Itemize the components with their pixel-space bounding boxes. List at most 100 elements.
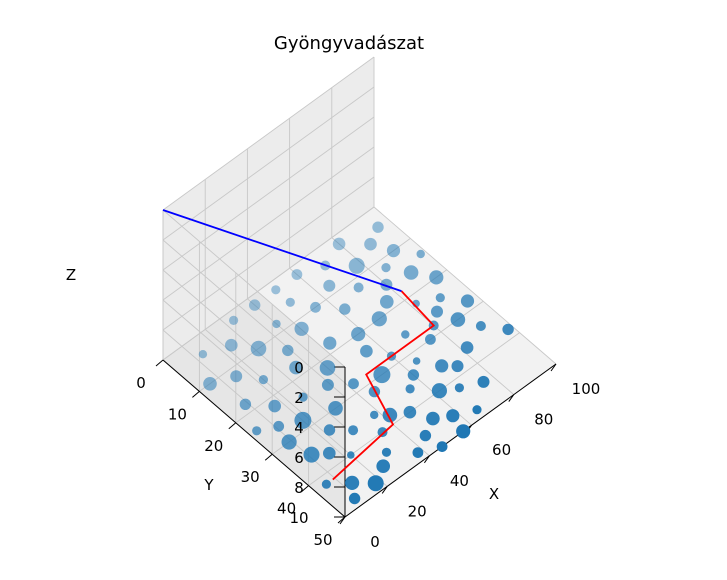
scatter-point <box>321 378 334 391</box>
scatter-point <box>323 446 336 460</box>
scatter-point <box>446 409 460 423</box>
z-tick-label: 0 <box>294 359 304 377</box>
scatter-point <box>502 323 514 336</box>
scatter-point <box>268 399 282 413</box>
y-tick-mark <box>192 391 200 398</box>
scatter-point <box>360 344 373 358</box>
x-tick-label: 80 <box>534 411 553 429</box>
grid-line-y <box>235 269 448 424</box>
scatter-point <box>339 303 351 315</box>
y-tick-mark <box>301 485 309 492</box>
scatter-point <box>372 221 384 233</box>
scatter-point <box>294 411 312 429</box>
scatter-point <box>281 434 297 450</box>
scatter-point <box>250 340 267 357</box>
scatter-point <box>321 479 331 489</box>
x-tick-mark <box>508 394 515 402</box>
grid-line-z <box>162 86 375 241</box>
scatter-point <box>381 447 392 457</box>
scatter-point <box>460 294 475 308</box>
scatter-point <box>198 350 208 359</box>
grid-line-z <box>162 56 375 211</box>
x-tick-label: 40 <box>450 472 469 490</box>
x-tick-mark <box>381 486 388 494</box>
scatter-point <box>377 427 388 438</box>
blue-line <box>162 209 402 292</box>
scatter-point <box>229 315 239 325</box>
scatter-point <box>407 369 420 381</box>
scatter-point <box>273 420 285 432</box>
scatter-point <box>405 384 415 394</box>
z-tick-label: 10 <box>289 509 308 527</box>
scatter-point <box>419 429 432 442</box>
y-tick-mark <box>337 516 346 524</box>
scatter-point <box>416 249 425 259</box>
scatter-point <box>456 424 471 439</box>
scatter-point <box>249 299 261 311</box>
scatter-point <box>371 311 387 327</box>
scatter-point <box>386 244 401 258</box>
z-tick-label: 6 <box>294 449 304 467</box>
scatter-point <box>252 426 262 436</box>
scatter-point <box>353 282 364 293</box>
scatter-point <box>436 441 448 452</box>
grid-line-x <box>373 206 557 365</box>
scatter-point <box>291 269 303 280</box>
scatter-point <box>376 459 391 474</box>
grid-line-z <box>162 116 375 271</box>
grid-line-z <box>162 239 346 398</box>
z-tick-label: 4 <box>294 419 304 437</box>
y-tick-label: 10 <box>168 405 187 423</box>
scatter-point <box>367 475 384 492</box>
y-tick-mark <box>264 453 273 461</box>
x-tick-mark <box>423 455 430 464</box>
x-tick-label: 60 <box>492 441 511 459</box>
scatter-point <box>230 370 243 383</box>
scatter-point <box>403 265 419 280</box>
scatter-point <box>460 341 474 354</box>
grid-line-z <box>162 146 375 301</box>
scatter-point <box>431 305 443 318</box>
y-tick-label: 30 <box>241 468 260 486</box>
scatter-point <box>348 425 359 436</box>
x-tick-mark <box>550 363 557 372</box>
scatter-point <box>348 378 359 390</box>
scatter-point <box>271 285 281 295</box>
scatter-point <box>239 398 252 410</box>
grid-line-z <box>162 176 375 331</box>
y-tick-mark <box>228 422 237 430</box>
scatter-point <box>323 424 336 436</box>
scatter-point <box>403 405 417 419</box>
scatter-point <box>310 301 321 313</box>
scatter-point <box>431 383 447 399</box>
y-tick-label: 50 <box>313 531 332 549</box>
y-axis-label: Y <box>203 476 214 494</box>
y-tick-mark <box>155 359 164 367</box>
red-path-line <box>332 290 436 481</box>
scatter-point <box>370 410 379 420</box>
scatter-point <box>258 375 268 385</box>
scatter-point <box>401 330 410 339</box>
scatter-point <box>435 293 445 303</box>
scatter-point <box>381 263 391 273</box>
grid-line-z <box>162 299 346 458</box>
y-axis-line <box>162 359 346 518</box>
scatter-point <box>294 321 309 336</box>
y-tick-label: 0 <box>136 374 146 392</box>
scatter-point <box>454 383 464 393</box>
scatter-point <box>332 237 346 251</box>
scatter-point <box>328 401 343 416</box>
scatter-point <box>426 411 440 426</box>
chart-title: Gyöngyvadászat <box>274 33 424 54</box>
scatter-point <box>345 475 360 490</box>
scatter-point <box>425 334 436 345</box>
z-tick-label: 2 <box>294 389 304 407</box>
scatter-point <box>272 319 281 329</box>
scatter-point <box>348 492 361 505</box>
x-tick-label: 20 <box>408 502 427 520</box>
scatter-point <box>323 336 337 350</box>
scatter-point <box>435 359 449 373</box>
grid-line-z <box>162 206 375 361</box>
scatter-point <box>364 237 377 251</box>
grid-line-z <box>162 209 346 368</box>
